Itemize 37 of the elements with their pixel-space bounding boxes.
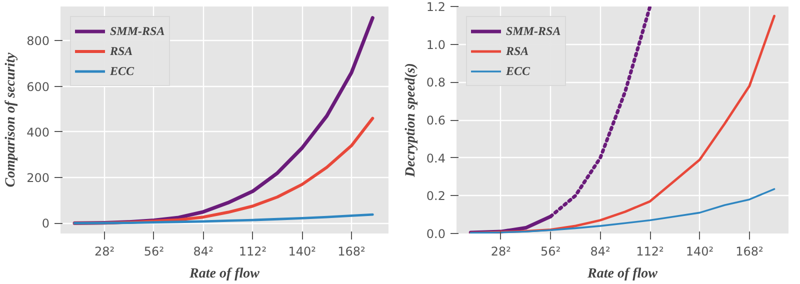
x-tick-label: 84² — [193, 244, 214, 258]
y-axis-title: Decryption speed(s) — [403, 63, 418, 178]
x-tick-label: 56² — [144, 244, 164, 258]
legend-label: SMM-RSA — [110, 24, 165, 38]
x-tick-label: 56² — [540, 244, 561, 258]
y-tick-label: 0.8 — [426, 76, 446, 90]
legend-label: ECC — [506, 64, 530, 78]
x-tick-label: 140² — [288, 244, 316, 258]
y-tick-label: 0 — [42, 216, 50, 231]
y-tick-label: 400 — [26, 125, 50, 140]
y-tick-label: 600 — [26, 80, 50, 94]
legend-label: RSA — [506, 44, 529, 58]
x-tick-label: 28² — [490, 244, 512, 258]
y-tick-label: 0.4 — [426, 151, 446, 166]
x-tick-label: 140² — [686, 244, 714, 258]
x-tick-label: 112² — [238, 244, 267, 258]
y-tick-label: 1.2 — [426, 0, 446, 14]
legend-label: ECC — [110, 64, 134, 78]
line-series — [73, 213, 374, 224]
y-tick-label: 800 — [26, 34, 50, 48]
line-series — [470, 14, 776, 234]
x-axis-title: Rate of flow — [188, 266, 260, 282]
x-tick-label: 112² — [636, 244, 664, 258]
y-tick-label: 1.0 — [426, 38, 446, 52]
line-series — [470, 188, 776, 234]
y-axis-title: Comparison of security — [4, 52, 19, 188]
x-axis-title: Rate of flow — [586, 266, 658, 282]
y-tick-label: 0.0 — [426, 227, 446, 241]
x-tick-label: 84² — [590, 244, 611, 258]
x-tick-label: 168² — [736, 244, 764, 258]
x-tick-label: 168² — [338, 244, 366, 258]
y-tick-label: 200 — [26, 171, 50, 186]
legend-label: RSA — [110, 44, 133, 58]
legend-label: SMM-RSA — [506, 24, 561, 38]
y-tick-label: 0.2 — [426, 189, 446, 204]
y-tick-label: 0.6 — [426, 114, 446, 128]
x-tick-label: 28² — [94, 244, 115, 258]
